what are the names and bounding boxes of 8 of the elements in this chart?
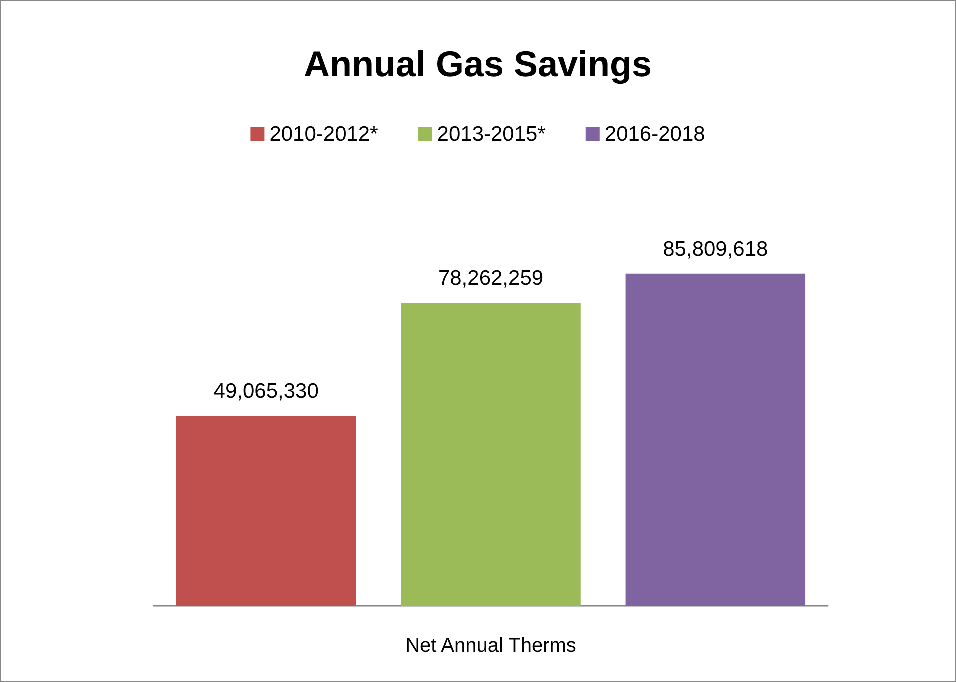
data-label: 85,809,618 <box>663 238 768 261</box>
legend-label: 2013-2015* <box>437 123 546 146</box>
legend-label: 2016-2018 <box>604 123 706 146</box>
x-axis-title: Net Annual Therms <box>406 635 576 657</box>
data-label: 49,065,330 <box>214 380 319 404</box>
chart-title: Annual Gas Savings <box>304 44 652 84</box>
data-label: 78,262,259 <box>438 267 544 290</box>
legend-label: 2010-2012* <box>270 123 378 146</box>
